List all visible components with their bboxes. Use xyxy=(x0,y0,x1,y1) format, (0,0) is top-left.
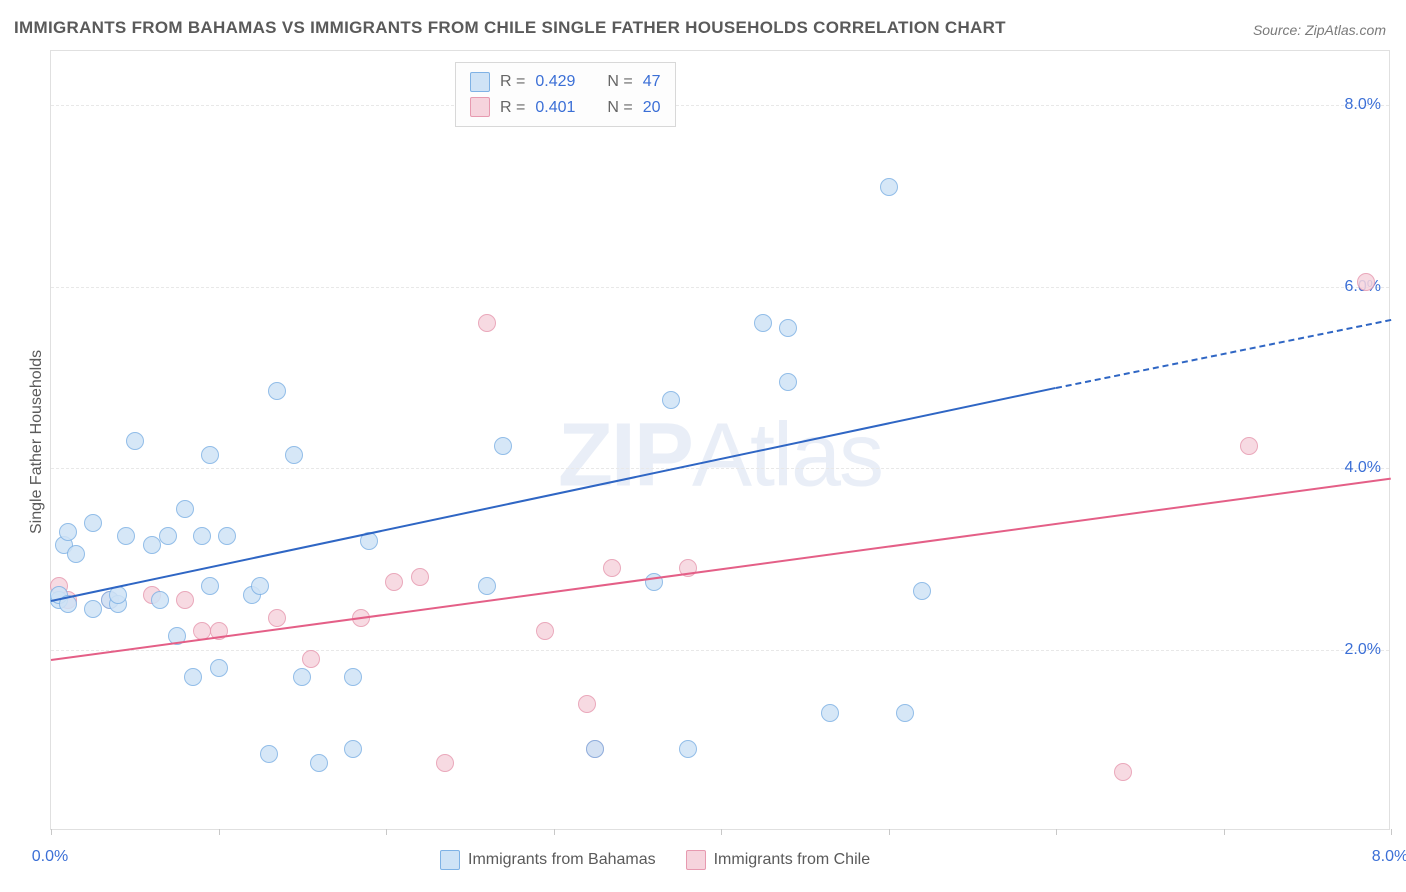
legend-item-bahamas: Immigrants from Bahamas xyxy=(440,850,656,870)
data-point-bahamas xyxy=(310,754,328,772)
data-point-bahamas xyxy=(184,668,202,686)
data-point-chile xyxy=(478,314,496,332)
r-value-bahamas: 0.429 xyxy=(535,69,575,95)
data-point-bahamas xyxy=(494,437,512,455)
n-value-bahamas: 47 xyxy=(643,69,661,95)
source-attribution: Source: ZipAtlas.com xyxy=(1253,22,1386,38)
x-tick xyxy=(889,829,890,835)
data-point-bahamas xyxy=(779,373,797,391)
y-tick-label: 2.0% xyxy=(1345,641,1381,659)
data-point-bahamas xyxy=(679,740,697,758)
trendline xyxy=(51,477,1391,660)
legend-item-chile: Immigrants from Chile xyxy=(686,850,870,870)
watermark: ZIPAtlas xyxy=(558,404,882,507)
swatch-bahamas xyxy=(470,72,490,92)
trendline xyxy=(1056,319,1391,389)
data-point-bahamas xyxy=(210,659,228,677)
data-point-bahamas xyxy=(586,740,604,758)
correlation-scatter-chart: IMMIGRANTS FROM BAHAMAS VS IMMIGRANTS FR… xyxy=(0,0,1406,892)
data-point-bahamas xyxy=(67,545,85,563)
data-point-bahamas xyxy=(218,527,236,545)
data-point-bahamas xyxy=(117,527,135,545)
data-point-bahamas xyxy=(193,527,211,545)
n-label: N = xyxy=(607,69,632,95)
data-point-bahamas xyxy=(251,577,269,595)
x-tick xyxy=(721,829,722,835)
data-point-chile xyxy=(268,609,286,627)
swatch-chile xyxy=(686,850,706,870)
data-point-bahamas xyxy=(84,514,102,532)
y-tick-label: 8.0% xyxy=(1345,96,1381,114)
data-point-bahamas xyxy=(662,391,680,409)
data-point-bahamas xyxy=(201,577,219,595)
data-point-bahamas xyxy=(176,500,194,518)
series-legend: Immigrants from Bahamas Immigrants from … xyxy=(440,850,870,870)
data-point-bahamas xyxy=(268,382,286,400)
data-point-chile xyxy=(1240,437,1258,455)
x-tick xyxy=(51,829,52,835)
swatch-chile xyxy=(470,97,490,117)
r-label: R = xyxy=(500,95,525,121)
data-point-bahamas xyxy=(293,668,311,686)
x-tick xyxy=(1056,829,1057,835)
data-point-bahamas xyxy=(201,446,219,464)
data-point-chile xyxy=(385,573,403,591)
data-point-bahamas xyxy=(159,527,177,545)
n-value-chile: 20 xyxy=(643,95,661,121)
data-point-bahamas xyxy=(880,178,898,196)
n-label: N = xyxy=(607,95,632,121)
x-axis-label: 8.0% xyxy=(1372,848,1406,866)
y-tick-label: 4.0% xyxy=(1345,459,1381,477)
y-axis-label: Single Father Households xyxy=(28,349,46,533)
data-point-bahamas xyxy=(779,319,797,337)
gridline xyxy=(51,287,1389,288)
data-point-bahamas xyxy=(84,600,102,618)
data-point-bahamas xyxy=(126,432,144,450)
data-point-bahamas xyxy=(260,745,278,763)
data-point-chile xyxy=(176,591,194,609)
legend-row-chile: R = 0.401 N = 20 xyxy=(470,95,661,121)
x-tick xyxy=(219,829,220,835)
data-point-bahamas xyxy=(821,704,839,722)
data-point-chile xyxy=(411,568,429,586)
data-point-bahamas xyxy=(645,573,663,591)
data-point-bahamas xyxy=(285,446,303,464)
data-point-bahamas xyxy=(59,523,77,541)
watermark-thin: Atlas xyxy=(692,405,882,505)
data-point-bahamas xyxy=(143,536,161,554)
data-point-chile xyxy=(302,650,320,668)
x-tick xyxy=(554,829,555,835)
series-label-bahamas: Immigrants from Bahamas xyxy=(468,851,656,869)
chart-title: IMMIGRANTS FROM BAHAMAS VS IMMIGRANTS FR… xyxy=(14,18,1006,38)
trendline xyxy=(51,387,1056,602)
gridline xyxy=(51,468,1389,469)
x-axis-label: 0.0% xyxy=(32,848,68,866)
data-point-bahamas xyxy=(754,314,772,332)
legend-row-bahamas: R = 0.429 N = 47 xyxy=(470,69,661,95)
plot-area: ZIPAtlas 2.0%4.0%6.0%8.0% xyxy=(50,50,1390,830)
gridline xyxy=(51,105,1389,106)
data-point-chile xyxy=(1114,763,1132,781)
x-tick xyxy=(1224,829,1225,835)
series-label-chile: Immigrants from Chile xyxy=(714,851,870,869)
swatch-bahamas xyxy=(440,850,460,870)
correlation-legend: R = 0.429 N = 47 R = 0.401 N = 20 xyxy=(455,62,676,127)
data-point-bahamas xyxy=(896,704,914,722)
data-point-bahamas xyxy=(344,668,362,686)
r-value-chile: 0.401 xyxy=(535,95,575,121)
data-point-bahamas xyxy=(344,740,362,758)
x-tick xyxy=(1391,829,1392,835)
data-point-chile xyxy=(436,754,454,772)
data-point-bahamas xyxy=(913,582,931,600)
data-point-bahamas xyxy=(478,577,496,595)
r-label: R = xyxy=(500,69,525,95)
data-point-bahamas xyxy=(151,591,169,609)
x-tick xyxy=(386,829,387,835)
data-point-chile xyxy=(536,622,554,640)
data-point-chile xyxy=(603,559,621,577)
data-point-chile xyxy=(1357,273,1375,291)
data-point-chile xyxy=(578,695,596,713)
gridline xyxy=(51,650,1389,651)
